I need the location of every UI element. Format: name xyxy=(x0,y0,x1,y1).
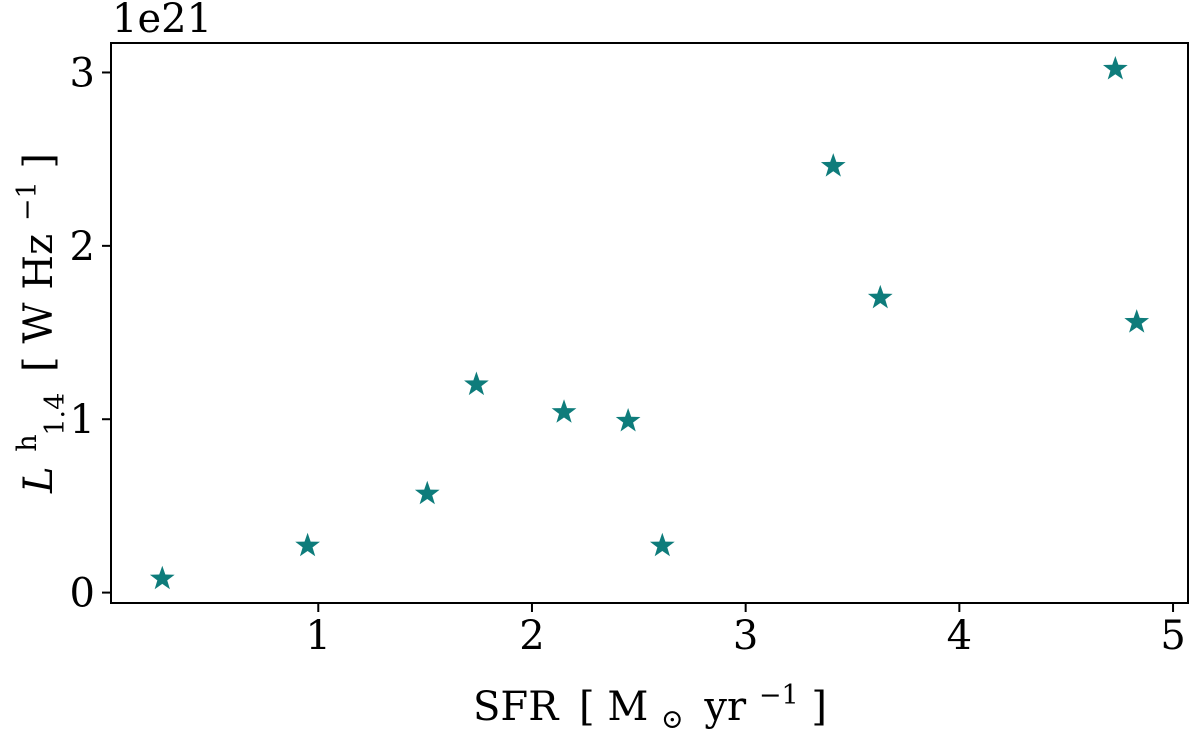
y-label-open-bracket: [ xyxy=(16,356,62,372)
data-point-star xyxy=(1124,309,1150,333)
y-tick-label: 2 xyxy=(70,224,95,270)
y-tick-label: 1 xyxy=(70,397,95,443)
y-axis-label: L h 1.4 [ W Hz −1 ] xyxy=(0,153,74,494)
x-tick-label: 2 xyxy=(519,613,544,659)
x-label-close-bracket: ] xyxy=(811,684,827,730)
data-point-star xyxy=(820,153,846,177)
axis-offset-label: 1e21 xyxy=(112,0,212,42)
x-tick-label: 4 xyxy=(947,613,972,659)
data-point-star xyxy=(1102,56,1128,80)
y-label-exponent: −1 xyxy=(12,181,43,221)
data-point-star xyxy=(649,532,675,557)
y-label-quantity: L xyxy=(16,466,62,494)
y-label-unit: W Hz xyxy=(16,234,62,344)
data-point-star xyxy=(295,532,320,557)
x-tick-label: 1 xyxy=(306,613,331,659)
data-points xyxy=(149,56,1150,590)
x-tick-label: 3 xyxy=(733,613,758,659)
data-point-star xyxy=(149,565,175,590)
y-label-close-bracket: ] xyxy=(16,153,62,169)
x-label-yr: yr xyxy=(703,684,747,730)
y-tick-label: 0 xyxy=(70,571,95,617)
data-point-star xyxy=(414,480,440,505)
x-label-quantity: SFR xyxy=(473,684,560,730)
x-label-unit: M xyxy=(607,684,648,730)
data-point-star xyxy=(867,284,893,309)
x-axis: 1 2 3 4 5 xyxy=(306,603,1186,659)
x-label-open-bracket: [ xyxy=(579,684,595,730)
plot-frame xyxy=(110,42,1189,604)
data-point-star xyxy=(551,399,577,423)
y-label-superscript: h xyxy=(12,434,43,451)
x-axis-label: SFR [ M ⊙ yr −1 ] xyxy=(473,668,827,737)
data-point-star xyxy=(464,371,489,396)
data-point-star xyxy=(615,407,641,432)
y-tick-label: 3 xyxy=(70,50,95,96)
x-label-exponent: −1 xyxy=(759,680,799,711)
x-label-sun-symbol: ⊙ xyxy=(661,704,684,735)
y-axis-label-group: L h 1.4 [ W Hz −1 ] xyxy=(0,153,74,494)
y-axis: 0 1 2 3 xyxy=(70,50,111,617)
y-label-subscript: 1.4 xyxy=(40,393,71,436)
x-tick-label: 5 xyxy=(1160,613,1185,659)
